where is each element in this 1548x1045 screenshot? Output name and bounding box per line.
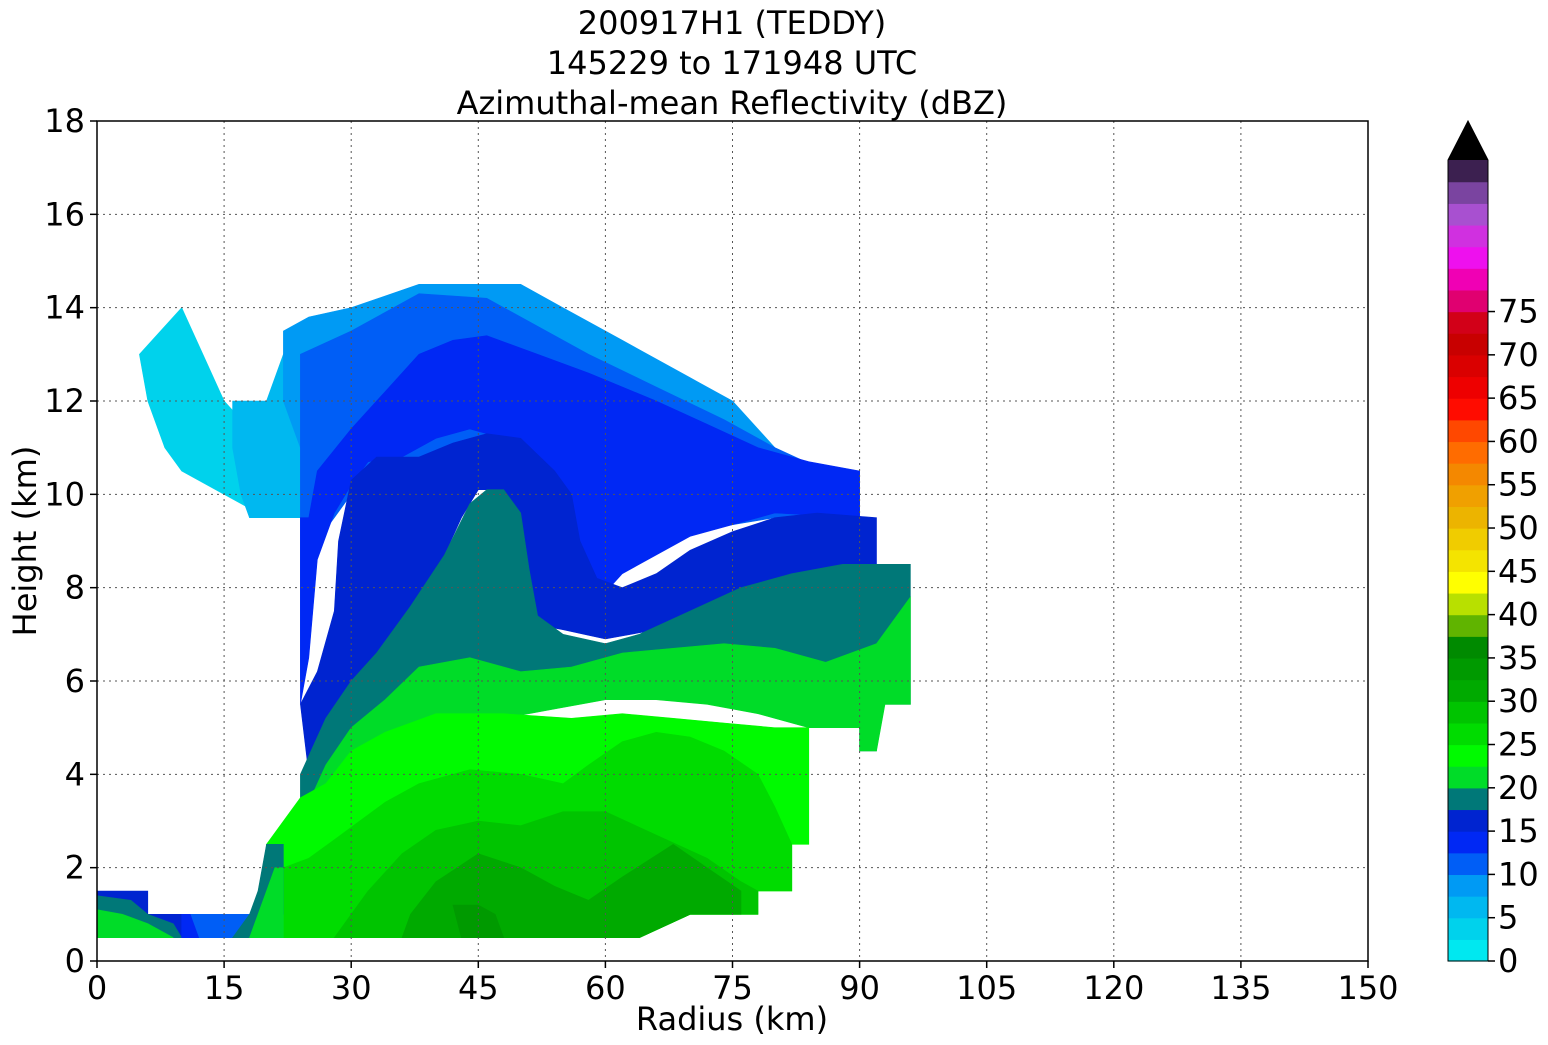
chart-title-line-3: Azimuthal-mean Reflectivity (dBZ) — [457, 84, 1008, 122]
y-tick-label: 12 — [44, 382, 85, 420]
colorbar-swatch — [1448, 203, 1488, 226]
contour-fill-layer — [97, 283, 911, 939]
colorbar-swatch — [1448, 614, 1488, 637]
y-tick-label: 2 — [65, 849, 85, 887]
x-tick-label: 15 — [204, 969, 245, 1007]
contour-region-4 — [300, 335, 860, 705]
colorbar-swatch — [1448, 809, 1488, 832]
colorbar-extend-arrow — [1448, 121, 1488, 160]
colorbar-tick-label: 40 — [1498, 596, 1539, 634]
chart-title-line-2: 145229 to 171948 UTC — [547, 44, 917, 82]
colorbar-tick-label: 15 — [1498, 812, 1539, 850]
colorbar-swatch — [1448, 268, 1488, 291]
colorbar-tick-label: 45 — [1498, 552, 1539, 590]
colorbar-swatch — [1448, 744, 1488, 767]
chart-title-line-1: 200917H1 (TEDDY) — [578, 4, 887, 42]
x-tick-label: 30 — [331, 969, 372, 1007]
colorbar-swatch — [1448, 376, 1488, 399]
x-axis: 0 15 30 45 60 75 90 105 120 135 150 — [87, 961, 1399, 1007]
colorbar-swatch — [1448, 874, 1488, 897]
colorbar-swatch — [1448, 181, 1488, 204]
y-tick-label: 8 — [65, 569, 85, 607]
x-tick-label: 0 — [87, 969, 107, 1007]
contour-region-15 — [97, 909, 174, 939]
colorbar-tick-label: 50 — [1498, 509, 1539, 547]
colorbar-swatch — [1448, 722, 1488, 746]
colorbar-tick-label: 60 — [1498, 422, 1539, 460]
colorbar-swatch — [1448, 592, 1488, 616]
colorbar-swatch — [1448, 441, 1488, 464]
contour-region-5 — [300, 433, 877, 775]
colorbar-swatch — [1448, 679, 1488, 702]
colorbar-swatch — [1448, 289, 1488, 313]
colorbar-swatch — [1448, 224, 1488, 248]
colorbar — [1447, 119, 1489, 962]
y-tick-label: 14 — [44, 289, 85, 327]
contour-region-12 — [452, 904, 505, 939]
colorbar-swatch — [1448, 787, 1488, 811]
x-tick-label: 150 — [1337, 969, 1398, 1007]
colorbar-swatch — [1448, 484, 1488, 507]
y-tick-label: 10 — [44, 475, 85, 513]
x-tick-label: 135 — [1210, 969, 1271, 1007]
colorbar-swatch — [1448, 354, 1488, 378]
colorbar-swatch — [1448, 246, 1488, 269]
x-tick-label: 60 — [585, 969, 626, 1007]
colorbar-swatch — [1448, 419, 1488, 443]
colorbar-swatch — [1448, 896, 1488, 919]
colorbar-tick-label: 5 — [1498, 899, 1518, 937]
x-tick-label: 45 — [458, 969, 499, 1007]
colorbar-swatch — [1448, 398, 1488, 421]
x-axis-label: Radius (km) — [636, 1000, 828, 1038]
colorbar-swatch — [1448, 766, 1488, 789]
colorbar-swatch — [1448, 831, 1488, 854]
colorbar-swatch — [1448, 549, 1488, 572]
y-tick-label: 0 — [65, 942, 85, 980]
y-tick-label: 4 — [65, 755, 85, 793]
contour-region-19 — [249, 867, 284, 939]
colorbar-tick-label: 75 — [1498, 293, 1539, 331]
colorbar-swatch — [1448, 701, 1488, 724]
colorbar-swatch — [1448, 160, 1488, 183]
colorbar-swatch — [1448, 657, 1488, 681]
colorbar-swatch — [1448, 528, 1488, 551]
colorbar-swatch — [1448, 333, 1488, 356]
colorbar-swatch — [1448, 636, 1488, 659]
colorbar-swatch — [1448, 463, 1488, 486]
colorbar-tick-label: 70 — [1498, 336, 1539, 374]
colorbar-tick-label: 65 — [1498, 379, 1539, 417]
y-axis-label: Height (km) — [6, 446, 44, 637]
plot-area — [96, 120, 1369, 962]
colorbar-tick-label: 20 — [1498, 769, 1539, 807]
colorbar-swatch — [1448, 571, 1488, 594]
y-tick-label: 18 — [44, 102, 85, 140]
colorbar-swatch — [1448, 852, 1488, 876]
colorbar-ticks: 0 5 10 15 20 25 30 35 40 45 50 55 60 65 70 75 — [1488, 293, 1539, 980]
y-tick-label: 6 — [65, 662, 85, 700]
y-tick-label: 16 — [44, 195, 85, 233]
colorbar-tick-label: 55 — [1498, 466, 1539, 504]
colorbar-outline — [1447, 119, 1489, 962]
colorbar-tick-label: 10 — [1498, 855, 1539, 893]
contour-region-17 — [181, 913, 200, 939]
colorbar-tick-label: 30 — [1498, 682, 1539, 720]
x-tick-label: 90 — [839, 969, 880, 1007]
x-tick-label: 120 — [1083, 969, 1144, 1007]
colorbar-swatch — [1448, 311, 1488, 334]
colorbar-swatch — [1448, 917, 1488, 940]
colorbar-swatch — [1448, 939, 1488, 962]
colorbar-tick-label: 25 — [1498, 726, 1539, 764]
colorbar-tick-label: 35 — [1498, 639, 1539, 677]
x-tick-label: 105 — [956, 969, 1017, 1007]
x-tick-label: 75 — [712, 969, 753, 1007]
y-axis: 0 2 4 6 8 10 12 14 16 18 — [44, 102, 97, 980]
colorbar-tick-label: 0 — [1498, 942, 1518, 980]
colorbar-swatch — [1448, 506, 1488, 529]
grid-layer — [97, 121, 1368, 961]
